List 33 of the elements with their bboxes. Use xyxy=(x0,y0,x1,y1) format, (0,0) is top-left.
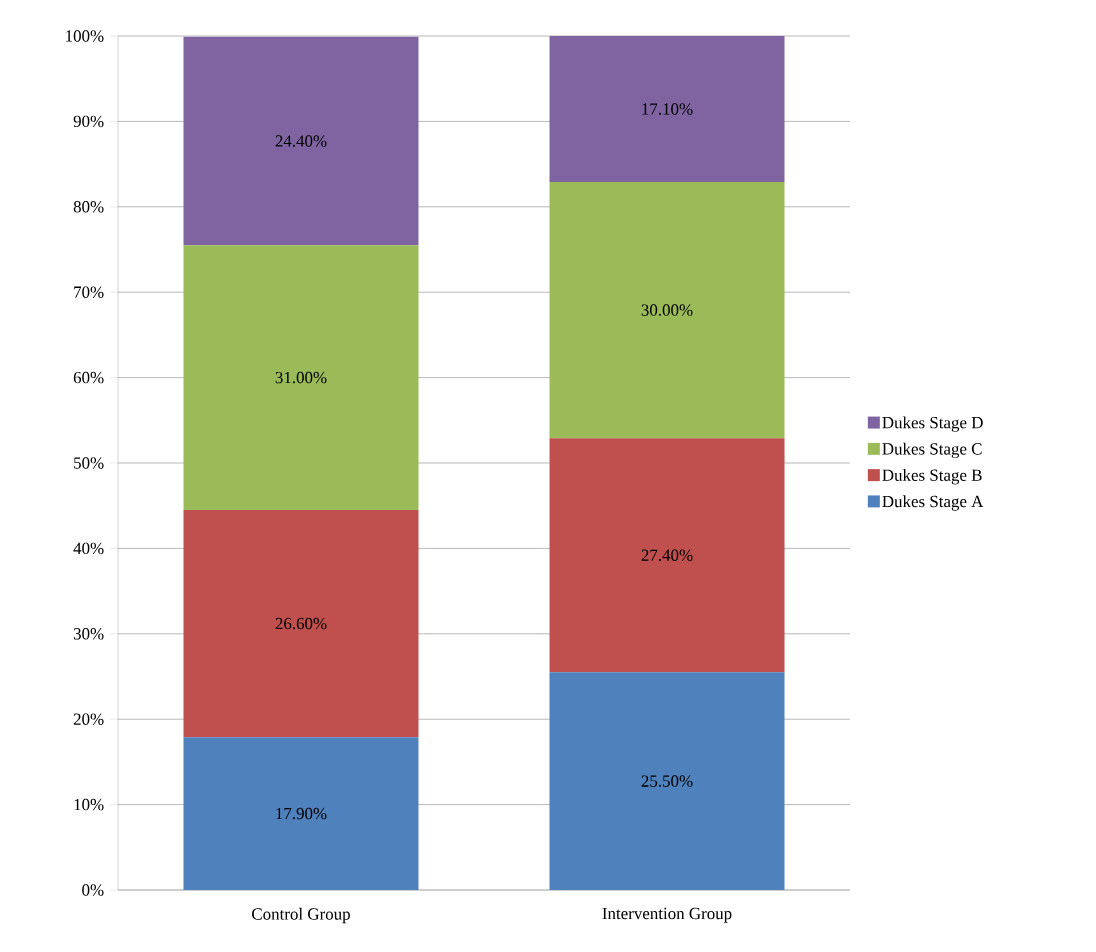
data-label: 17.90% xyxy=(276,807,327,820)
y-tick-label: 0% xyxy=(82,884,104,896)
bar xyxy=(183,509,419,738)
data-label: 24.40% xyxy=(275,135,327,147)
bar xyxy=(549,672,785,890)
legend-label: Dukes Stage A xyxy=(882,495,984,511)
y-tick-label: 80% xyxy=(73,201,104,213)
y-tick-label: 60% xyxy=(73,371,104,384)
legend-label: Dukes Stage B xyxy=(882,468,982,485)
data-label: 17.10% xyxy=(642,103,693,115)
data-label: 25.50% xyxy=(641,775,693,787)
bar xyxy=(183,737,419,890)
data-label: 30.00% xyxy=(641,304,693,316)
data-label: 27.40% xyxy=(641,549,693,561)
bar xyxy=(549,438,785,673)
x-tick-label: Intervention Group xyxy=(602,907,732,923)
data-label: 31.00% xyxy=(275,371,327,384)
y-tick-label: 90% xyxy=(73,115,104,128)
bar xyxy=(549,182,785,439)
legend-label: Dukes Stage C xyxy=(882,442,982,459)
bar xyxy=(549,35,785,183)
data-label: 26.60% xyxy=(275,617,327,630)
bar xyxy=(183,245,419,510)
y-tick-label: 30% xyxy=(73,628,104,640)
y-tick-label: 10% xyxy=(74,798,104,811)
bar xyxy=(183,36,419,246)
y-tick-label: 70% xyxy=(74,286,104,298)
y-tick-label: 40% xyxy=(73,542,104,555)
y-tick-label: 100% xyxy=(66,30,104,42)
y-tick-label: 20% xyxy=(73,713,104,725)
legend-label: Dukes Stage D xyxy=(882,416,983,432)
x-tick-label: Control Group xyxy=(252,907,350,924)
y-tick-label: 50% xyxy=(74,457,104,469)
